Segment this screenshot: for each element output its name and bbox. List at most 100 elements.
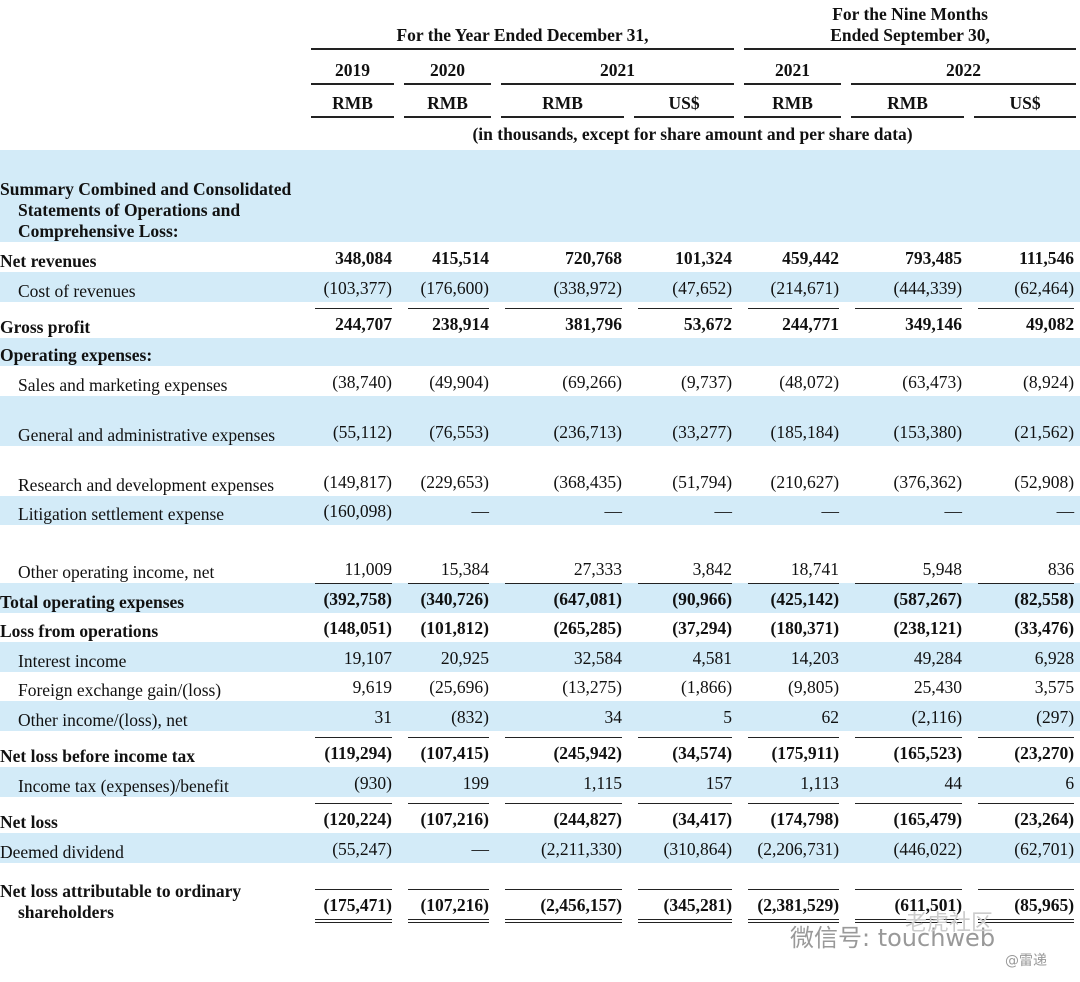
value-cell: (165,523) — [845, 731, 968, 767]
value: (174,798) — [748, 803, 840, 833]
value-cell: 11,009 — [305, 525, 398, 583]
table-row: Other income/(loss), net 31 (832) 34 5 62 (2,1… — [0, 701, 1080, 731]
value: (185,184) — [770, 422, 840, 442]
value-cell — [398, 338, 495, 366]
currency-cell: RMB — [738, 85, 845, 118]
value-cell: (174,798) — [738, 797, 845, 833]
value-cell: (930) — [305, 767, 398, 797]
value-cell: — — [845, 496, 969, 525]
value-cell: 157 — [628, 767, 739, 797]
group-header: For the Nine Months Ended September 30, — [744, 4, 1077, 50]
value-cell: 1,115 — [495, 767, 628, 797]
value-cell — [495, 150, 628, 242]
value-cell: (9,737) — [628, 366, 738, 396]
row-label: Gross profit — [0, 317, 91, 337]
value-cell: 27,333 — [495, 525, 628, 583]
value-cell: (165,479) — [845, 797, 968, 833]
value: (425,142) — [748, 583, 840, 613]
value-cell: (210,627) — [738, 446, 845, 496]
value-cell — [628, 338, 739, 366]
value-cell: (90,966) — [628, 583, 739, 613]
value: (82,558) — [978, 583, 1075, 613]
value-cell: — — [398, 833, 495, 863]
currency: US$ — [974, 93, 1077, 118]
value: 111,546 — [1019, 248, 1075, 268]
value-cell: (647,081) — [495, 583, 628, 613]
table-row: Operating expenses: — [0, 338, 1080, 366]
value-cell: 5,948 — [845, 525, 968, 583]
value-cell: (52,908) — [968, 446, 1080, 496]
table-row: Net loss (120,224) (107,216) (244,827) (34,4… — [0, 797, 1080, 833]
currency: RMB — [501, 93, 624, 118]
value: 49,082 — [978, 308, 1075, 338]
value: (236,713) — [553, 422, 622, 442]
value: 14,203 — [790, 648, 840, 668]
value-cell: 6,928 — [968, 642, 1080, 672]
value: (107,216) — [408, 889, 489, 923]
value-cell: 34 — [495, 701, 628, 731]
value-cell — [968, 338, 1080, 366]
value-cell: 3,842 — [628, 525, 738, 583]
value-cell: 836 — [968, 525, 1080, 583]
value-cell: 111,546 — [968, 242, 1080, 272]
row-label: Litigation settlement expense — [0, 496, 305, 525]
value-cell: (82,558) — [968, 583, 1080, 613]
table-row: Cost of revenues (103,377) (176,600) (338,9… — [0, 272, 1080, 302]
value-cell: (47,652) — [628, 272, 739, 302]
value: (165,479) — [855, 803, 963, 833]
value: (238,121) — [893, 618, 963, 638]
value: 6 — [1065, 773, 1075, 793]
currency: RMB — [404, 93, 491, 118]
value: (55,247) — [332, 839, 392, 859]
currency: RMB — [311, 93, 394, 118]
value: (25,696) — [429, 677, 489, 697]
value-cell: — — [398, 496, 495, 525]
value-cell: — — [628, 496, 739, 525]
value: 31 — [374, 707, 393, 727]
value-cell: (149,817) — [305, 446, 398, 496]
value-cell: (175,471) — [305, 863, 398, 923]
value: 459,442 — [782, 248, 840, 268]
value: — — [471, 501, 490, 521]
value-cell: (55,247) — [305, 833, 398, 863]
value-cell: (175,911) — [738, 731, 845, 767]
value-cell: (119,294) — [305, 731, 398, 767]
value: (49,904) — [429, 372, 489, 392]
watermark: 微信号: touchweb — [790, 924, 996, 952]
row-label: Summary Combined and Consolidated Statem… — [0, 150, 305, 242]
value: 349,146 — [855, 308, 963, 338]
value: (34,417) — [638, 803, 733, 833]
row-label: Research and development expenses — [18, 475, 275, 495]
table-row: Loss from operations (148,051) (101,812) (2… — [0, 613, 1080, 642]
value: (175,471) — [315, 889, 392, 923]
value: (175,911) — [748, 737, 840, 767]
value-cell: (214,671) — [738, 272, 846, 302]
value: (37,294) — [672, 618, 733, 638]
value: (120,224) — [315, 803, 392, 833]
value: (265,285) — [553, 618, 622, 638]
value-cell: 49,082 — [968, 302, 1080, 338]
value-cell: (62,701) — [968, 833, 1080, 863]
value-cell: (148,051) — [305, 613, 398, 642]
value-cell: (229,653) — [398, 446, 495, 496]
row-label: Income tax (expenses)/benefit — [0, 767, 305, 797]
value-cell: 244,707 — [305, 302, 398, 338]
value-cell: (55,112) — [305, 396, 398, 446]
value: (930) — [354, 773, 392, 793]
value: — — [1056, 501, 1075, 521]
value-cell: (107,216) — [398, 863, 495, 923]
value-cell: (345,281) — [628, 863, 738, 923]
value: (69,266) — [562, 372, 622, 392]
value: (1,866) — [681, 677, 733, 697]
value-cell: (2,206,731) — [738, 833, 846, 863]
value: (33,277) — [672, 422, 733, 442]
value-cell: (69,266) — [495, 366, 628, 396]
value-cell: 238,914 — [398, 302, 495, 338]
value: (446,022) — [893, 839, 963, 859]
value-cell: (62,464) — [968, 272, 1080, 302]
value-cell: (180,371) — [738, 613, 845, 642]
value: 836 — [1047, 559, 1075, 579]
value: (444,339) — [893, 278, 963, 298]
table-row: Net loss attributable to ordinary shareh… — [0, 863, 1080, 923]
